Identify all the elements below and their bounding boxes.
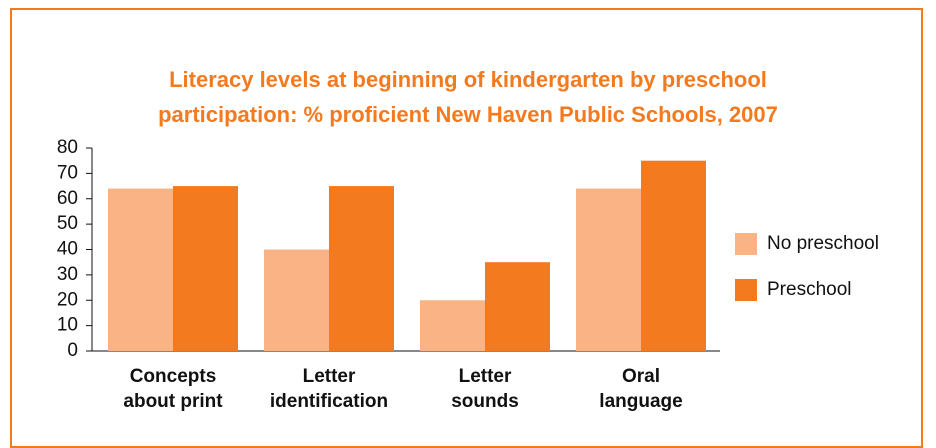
- y-tick-label: 60: [57, 188, 78, 209]
- y-tick-label: 80: [57, 137, 78, 158]
- bar: [420, 300, 485, 351]
- bar: [576, 188, 641, 351]
- x-tick-label: Letter identification: [270, 366, 388, 412]
- x-tick-label: Concepts about print: [123, 366, 223, 412]
- x-tick-label: Letter sounds: [451, 366, 519, 412]
- legend-label: Preschool: [767, 279, 852, 300]
- legend-label: No preschool: [767, 233, 879, 254]
- y-tick-label: 30: [57, 264, 78, 285]
- y-tick-label: 70: [57, 162, 78, 183]
- y-tick-label: 50: [57, 213, 78, 234]
- chart-title: Literacy levels at beginning of kinderga…: [158, 67, 778, 127]
- chart: 0 10 20 30 40 50 60 70 80 Concepts about print Lett…: [57, 137, 879, 412]
- bar: [485, 262, 550, 351]
- bar: [108, 188, 173, 351]
- bar: [173, 186, 238, 351]
- y-tick-label: 10: [57, 315, 78, 336]
- x-tick-label: Oral language: [599, 366, 682, 412]
- page: Literacy levels at beginning of kinderga…: [10, 8, 923, 448]
- bar: [641, 160, 706, 351]
- bar: [264, 249, 329, 351]
- y-tick-label: 40: [57, 239, 78, 260]
- legend-swatch: [735, 279, 757, 301]
- y-tick-label: 0: [67, 340, 78, 361]
- bar: [329, 186, 394, 351]
- y-tick-label: 20: [57, 289, 78, 310]
- legend-swatch: [735, 233, 757, 255]
